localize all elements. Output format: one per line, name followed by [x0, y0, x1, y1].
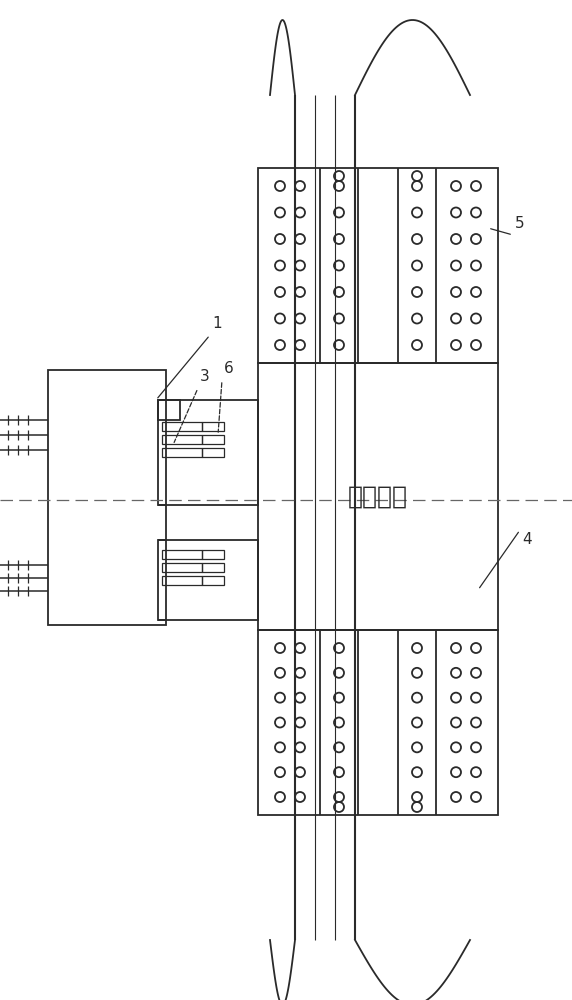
Bar — [158, 400, 258, 505]
Text: 1: 1 — [212, 316, 221, 331]
Bar — [162, 435, 202, 444]
Bar — [162, 422, 202, 431]
Bar — [162, 550, 202, 559]
Bar — [158, 540, 258, 620]
Text: 6: 6 — [224, 361, 234, 376]
Bar — [162, 563, 202, 572]
Bar — [202, 435, 224, 444]
Text: 3: 3 — [200, 369, 210, 384]
Bar — [258, 630, 498, 815]
Bar — [258, 168, 498, 363]
Bar — [48, 370, 166, 625]
Bar — [202, 550, 224, 559]
Bar — [162, 576, 202, 585]
Text: 4: 4 — [522, 532, 531, 547]
Bar — [202, 576, 224, 585]
Bar — [202, 563, 224, 572]
Bar — [202, 448, 224, 457]
Bar — [202, 422, 224, 431]
Text: 5: 5 — [515, 216, 525, 231]
Bar — [258, 363, 498, 630]
Text: 运行设备: 运行设备 — [348, 485, 408, 508]
Bar — [162, 448, 202, 457]
Bar — [158, 400, 180, 420]
